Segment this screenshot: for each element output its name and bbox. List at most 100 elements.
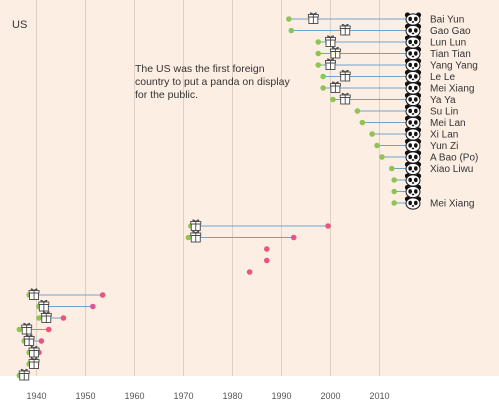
departure-point: [246, 269, 253, 275]
panda-name-label: Xi Lan: [430, 130, 458, 141]
gift-icon: [28, 345, 40, 358]
arrival-point: [388, 165, 395, 172]
panda-icon-eye-right: [414, 166, 418, 171]
gift-icon: [190, 230, 202, 243]
panda-icon: [404, 161, 422, 176]
panda-icon-face: [405, 128, 421, 141]
gift-icon: [23, 334, 35, 346]
panda-icon-eye-right: [414, 189, 418, 194]
panda-name-label: Bai Yun: [430, 15, 464, 26]
panda-row: Xi Lan: [369, 127, 458, 141]
panda-icon-nose: [411, 21, 415, 23]
panda-icon-eye-right: [414, 108, 418, 114]
panda-icon-face: [405, 24, 421, 38]
panda-icon-nose: [411, 67, 415, 69]
panda-row: A Bao (Po): [379, 150, 478, 164]
panda-name-label: Gao Gao: [430, 26, 471, 37]
gift-icon: [38, 299, 50, 312]
gift-icon-bow: [341, 92, 349, 96]
panda-icon-face: [405, 70, 421, 84]
tick-label-1940: 1940: [26, 391, 46, 401]
arrival-point: [185, 234, 192, 241]
panda-name-label: Mei Xiang: [430, 84, 474, 95]
departure-point: [325, 223, 331, 229]
panda-icon-nose: [411, 136, 415, 138]
panda-icon: [404, 92, 422, 107]
panda-icon-nose: [411, 55, 415, 58]
gift-icon-bow: [331, 46, 339, 50]
panda-icon-eye-left: [408, 177, 412, 183]
panda-row: [16, 368, 30, 381]
panda-icon: [404, 184, 422, 199]
panda-row: [16, 322, 52, 335]
panda-icon-face: [405, 36, 421, 49]
gift-icon-bow: [327, 58, 334, 61]
arrival-point: [359, 119, 366, 126]
arrival-point: [374, 142, 380, 149]
gift-icon-bow: [341, 23, 349, 27]
panda-name-label: Yang Yang: [430, 61, 478, 72]
arrival-point: [391, 188, 398, 195]
panda-row: [21, 334, 45, 346]
panda-row: Mei Xiang: [320, 81, 474, 95]
departure-point: [264, 246, 270, 252]
panda-row: Ya Ya: [330, 92, 456, 107]
panda-icon: [404, 104, 422, 118]
gift-icon: [339, 23, 351, 36]
panda-row: [36, 311, 67, 323]
panda-row: [26, 357, 40, 369]
panda-icon: [404, 12, 422, 26]
panda-row: Lun Lun: [315, 35, 466, 49]
panda-name-label: Le Le: [430, 72, 455, 83]
x-axis-ticks: 1940 1950 1960 1970 1980 1990 2000 2010: [26, 391, 389, 401]
gift-icon-bow: [25, 334, 33, 337]
gift-icon: [28, 357, 40, 369]
panda-icon-eye-left: [408, 143, 412, 148]
panda-icon-eye-right: [414, 131, 418, 137]
gift-icon: [329, 81, 341, 93]
panda-row: [264, 246, 270, 252]
panda-icon-eye-right: [414, 97, 418, 102]
panda-icon-eye-left: [408, 74, 412, 79]
departure-point: [99, 292, 106, 298]
arrival-point: [16, 326, 23, 333]
panda-icon: [404, 138, 422, 153]
panda-row: Mei Xiang: [391, 196, 474, 210]
panda-row: Bai Yun: [286, 12, 464, 26]
panda-icon-face: [405, 139, 421, 153]
panda-icon-eye-left: [408, 28, 412, 33]
arrival-point: [36, 315, 42, 321]
panda-icon-eye-right: [414, 62, 418, 68]
panda-icon-nose: [411, 193, 415, 196]
panda-icon-face: [405, 82, 421, 95]
arrival-point: [315, 50, 322, 57]
gift-icon-bow: [331, 81, 339, 84]
panda-name-label: Lun Lun: [430, 38, 466, 49]
gift-icon-bow: [30, 288, 38, 291]
gift-icon: [339, 69, 351, 82]
panda-name-label: Xiao Liwu: [430, 164, 473, 175]
gift-icon: [28, 288, 40, 300]
panda-icon-eye-right: [414, 143, 418, 148]
arrival-point: [320, 73, 326, 80]
panda-row: [391, 173, 422, 187]
gift-icon-bow: [30, 357, 38, 360]
departure-point: [38, 338, 45, 344]
panda-name-label: A Bao (Po): [430, 153, 478, 164]
panda-icon-nose: [411, 124, 415, 127]
panda-icon-face: [405, 93, 421, 107]
panda-icon: [404, 69, 422, 84]
panda-icon: [404, 46, 422, 61]
panda-row: [185, 230, 297, 243]
panda-icon-nose: [411, 159, 415, 161]
annotation-line-3: for the public.: [135, 89, 198, 101]
panda-icon-eye-left: [408, 97, 412, 102]
region-label: US: [12, 19, 27, 31]
panda-icon-nose: [411, 147, 415, 150]
panda-icon-eye-left: [408, 85, 412, 91]
panda-icon-eye-left: [408, 154, 412, 160]
panda-icon-face: [405, 116, 421, 130]
arrival-point: [320, 85, 326, 91]
